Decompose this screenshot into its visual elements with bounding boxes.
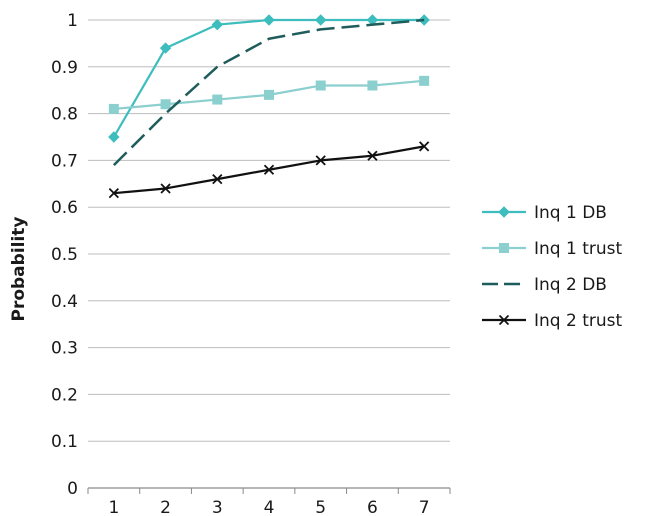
data-point-inq-2-trust [108, 188, 119, 199]
x-marker-stroke [367, 150, 378, 161]
data-point-inq-1-db [263, 14, 275, 26]
data-point-inq-1-trust [108, 103, 119, 114]
legend-label: Inq 1 trust [534, 239, 622, 259]
legend-label: Inq 2 trust [534, 311, 622, 331]
y-tick-label: 0.6 [51, 198, 78, 218]
data-point-inq-2-trust [367, 150, 378, 161]
x-tick-label: 2 [160, 498, 171, 516]
y-tick-label: 0.7 [51, 151, 78, 171]
y-tick-label: 1 [67, 11, 78, 31]
legend-item-inq-1-trust: Inq 1 trust [482, 239, 622, 259]
series-inq-1-db [108, 14, 430, 143]
y-tick-label: 0.3 [51, 339, 78, 359]
series-inq-2-db [112, 18, 425, 166]
legend: Inq 1 DB Inq 1 trust Inq 2 DB Inq 2 trust [482, 203, 622, 331]
axes [87, 487, 451, 494]
x-tick-label: 3 [212, 498, 223, 516]
y-axis-title: Probability [9, 216, 29, 321]
y-tick-label: 0.8 [51, 105, 78, 125]
x-marker-stroke [498, 314, 510, 326]
data-point-inq-1-trust [419, 75, 430, 86]
x-tick-label: 7 [419, 498, 430, 516]
y-tick-label: 0.5 [51, 245, 78, 265]
x-marker-stroke [212, 173, 223, 185]
data-point-inq-2-trust [419, 141, 430, 152]
x-tick-label: 6 [367, 498, 378, 516]
legend-marker [498, 206, 510, 218]
data-point-inq-1-db [211, 18, 223, 31]
data-point-inq-1-db [159, 42, 172, 54]
data-point-inq-1-trust [212, 94, 223, 105]
x-marker-stroke [315, 155, 326, 166]
x-tick-label: 4 [264, 498, 275, 516]
legend-label: Inq 1 DB [534, 203, 607, 223]
x-marker-stroke [108, 188, 119, 199]
series-line-inq-2-db [112, 18, 425, 166]
tick-labels: 0 0.1 0.2 0.3 0.4 0.5 0.6 0.7 0.8 0.9 1 1 2 3 4 5 6 7 [51, 11, 430, 516]
x-tick-label: 5 [315, 498, 326, 516]
x-marker-stroke [263, 164, 275, 175]
y-tick-label: 0.1 [51, 432, 78, 452]
data-point-inq-1-trust [160, 99, 171, 110]
legend-label: Inq 2 DB [534, 275, 607, 295]
legend-item-inq-2-trust: Inq 2 trust [482, 311, 622, 331]
data-point-inq-1-trust [264, 89, 274, 100]
data-point-inq-2-trust [160, 183, 171, 194]
data-point-inq-2-trust [212, 173, 223, 185]
series-inq-1-trust [108, 75, 430, 114]
x-marker-stroke [419, 141, 430, 152]
data-point-inq-1-db [315, 14, 327, 26]
y-tick-label: 0.9 [51, 58, 78, 78]
x-marker-stroke [160, 183, 171, 194]
y-tick-label: 0.2 [51, 385, 78, 405]
y-tick-label: 0 [67, 479, 78, 499]
legend-marker [498, 314, 510, 326]
data-point-inq-2-trust [315, 155, 326, 166]
legend-marker [499, 243, 509, 253]
y-tick-label: 0.4 [51, 292, 78, 312]
data-point-inq-1-trust [315, 80, 326, 91]
series-inq-2-trust [108, 141, 430, 199]
legend-item-inq-2-db: Inq 2 DB [482, 275, 607, 295]
legend-item-inq-1-db: Inq 1 DB [482, 203, 607, 223]
data-point-inq-1-trust [367, 80, 378, 91]
x-tick-label: 1 [108, 498, 119, 516]
data-point-inq-1-db [108, 131, 120, 143]
series-group [108, 14, 430, 199]
data-point-inq-2-trust [263, 164, 275, 175]
